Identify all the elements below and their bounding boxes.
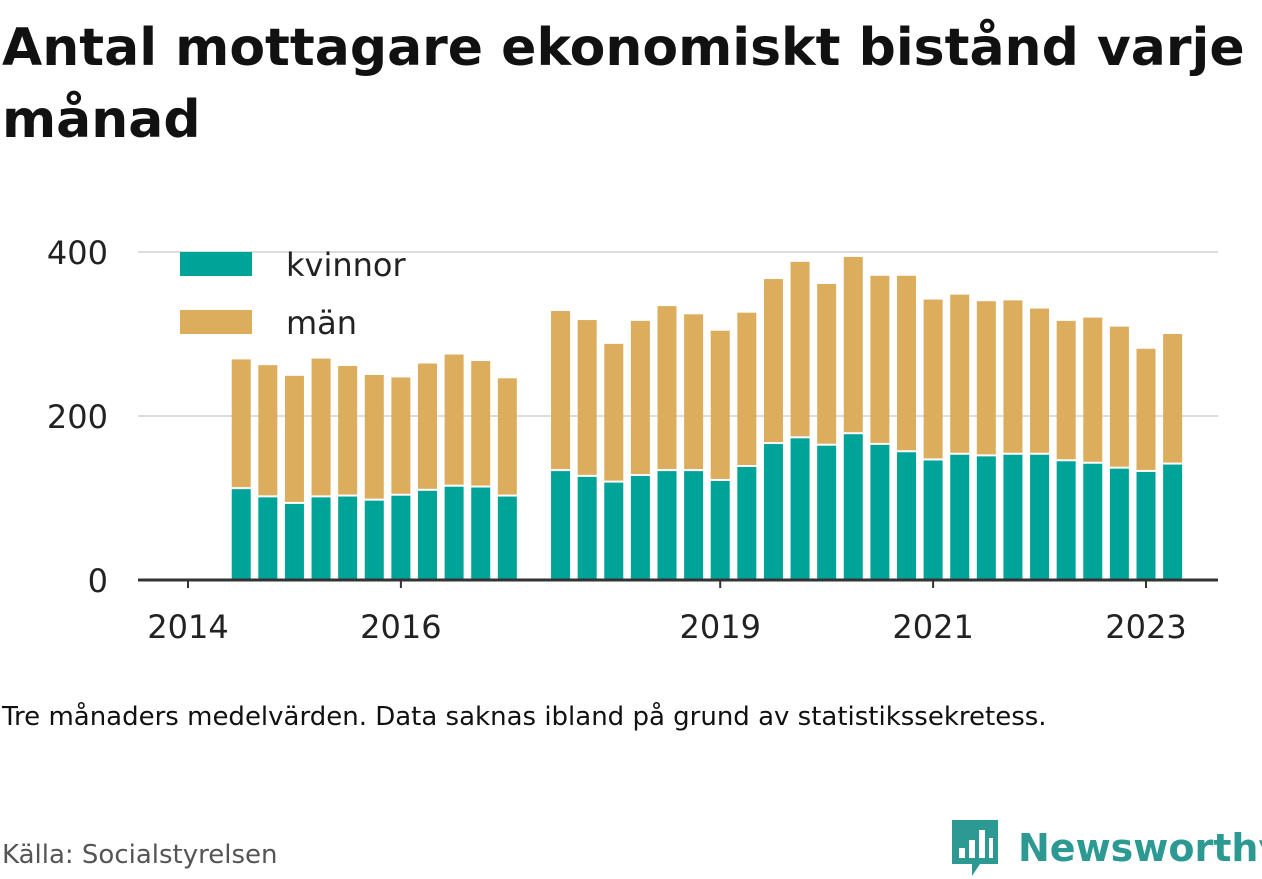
legend: kvinnor män <box>180 246 407 342</box>
bar-kvinnor <box>630 476 650 580</box>
bar-man <box>790 261 810 437</box>
bar-man <box>258 365 278 496</box>
bar-kvinnor <box>258 497 278 580</box>
bar-kvinnor <box>870 444 890 580</box>
bar-man <box>471 361 491 486</box>
bar-kvinnor <box>418 490 437 580</box>
bar-man <box>1030 308 1050 453</box>
bar-kvinnor <box>923 460 943 580</box>
bar-man <box>684 314 704 470</box>
bar-man <box>338 365 358 495</box>
chart-bubble-icon <box>952 820 998 876</box>
bar-kvinnor <box>577 476 597 580</box>
bar-kvinnor <box>1003 454 1023 580</box>
bar-man <box>391 377 411 494</box>
bar-kvinnor <box>950 454 970 580</box>
bar-kvinnor <box>471 487 491 580</box>
bar-man <box>1003 300 1023 453</box>
bar-chart: 0 200 400 2014 2016 2019 2021 2023 kvinnor män <box>47 234 1218 646</box>
bar-man <box>418 363 437 489</box>
bar-man <box>817 283 837 444</box>
bar-kvinnor <box>737 467 757 580</box>
bar-man <box>763 279 783 443</box>
bar-kvinnor <box>231 489 251 580</box>
brand-name: Newsworthy <box>1018 826 1262 870</box>
x-axis-ticks: 2014 2016 2019 2021 2023 <box>147 580 1187 646</box>
bar-kvinnor <box>364 500 384 580</box>
bar-kvinnor <box>897 452 916 580</box>
bar-man <box>1083 317 1103 462</box>
bar-kvinnor <box>1056 461 1076 580</box>
chart-title: Antal mottagare ekonomiskt bistånd varje… <box>2 18 1245 150</box>
y-tick-label: 0 <box>88 562 108 600</box>
bar-kvinnor <box>284 503 304 580</box>
bar-man <box>897 275 916 451</box>
x-tick-label: 2021 <box>892 608 973 646</box>
x-tick-label: 2014 <box>147 608 228 646</box>
bar-man <box>923 299 943 459</box>
bar-kvinnor <box>1163 464 1183 580</box>
bar-man <box>551 311 571 470</box>
bar-kvinnor <box>391 495 411 580</box>
y-axis: 0 200 400 <box>47 234 108 600</box>
legend-swatch-kvinnor <box>180 252 252 276</box>
bar-man <box>870 275 890 443</box>
bar-kvinnor <box>444 486 464 580</box>
bar-man <box>737 312 757 466</box>
y-tick-label: 400 <box>47 234 108 272</box>
bar-man <box>976 301 996 455</box>
bar-kvinnor <box>1136 471 1156 580</box>
bar-man <box>444 354 464 485</box>
bar-man <box>657 306 677 470</box>
bar-kvinnor <box>338 496 358 580</box>
bar-kvinnor <box>1083 463 1103 580</box>
bar-kvinnor <box>1030 454 1050 580</box>
bar-kvinnor <box>763 444 783 580</box>
bar-kvinnor <box>817 445 837 580</box>
bar-kvinnor <box>311 497 331 580</box>
bar-man <box>604 343 624 481</box>
chart-caption: Tre månaders medelvärden. Data saknas ib… <box>2 702 1047 732</box>
bar-man <box>950 294 970 453</box>
bar-kvinnor <box>497 496 517 580</box>
legend-label: män <box>286 304 357 342</box>
bar-man <box>364 375 384 499</box>
bar-man <box>311 358 331 496</box>
bar-kvinnor <box>1109 468 1129 580</box>
y-tick-label: 200 <box>47 398 108 436</box>
bar-kvinnor <box>604 482 624 580</box>
bar-kvinnor <box>684 471 704 580</box>
bar-man <box>1163 334 1183 463</box>
legend-label: kvinnor <box>286 246 407 284</box>
x-tick-label: 2016 <box>360 608 441 646</box>
x-tick-label: 2023 <box>1105 608 1186 646</box>
legend-swatch-man <box>180 310 252 334</box>
bar-man <box>1136 348 1156 470</box>
bar-man <box>1056 320 1076 460</box>
newsworthy-logo[interactable]: Newsworthy <box>950 818 1262 878</box>
bar-man <box>843 256 863 433</box>
bar-man <box>630 320 650 475</box>
bar-kvinnor <box>843 434 863 580</box>
bar-man <box>1109 326 1129 467</box>
bar-man <box>497 378 517 495</box>
bar-kvinnor <box>657 471 677 580</box>
bar-man <box>710 330 730 479</box>
bar-kvinnor <box>551 471 571 580</box>
x-tick-label: 2019 <box>680 608 761 646</box>
source-note: Källa: Socialstyrelsen <box>2 840 278 870</box>
bar-kvinnor <box>790 438 810 580</box>
bar-series <box>231 256 1183 580</box>
bar-man <box>284 375 304 502</box>
bar-man <box>577 320 597 475</box>
bar-kvinnor <box>976 456 996 580</box>
bar-man <box>231 359 251 488</box>
bar-kvinnor <box>710 480 730 580</box>
